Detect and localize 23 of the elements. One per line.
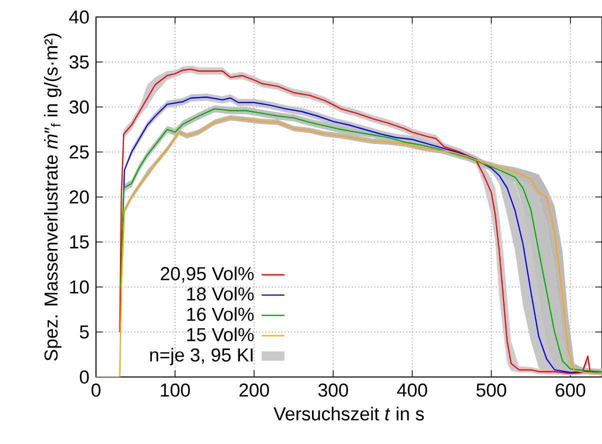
legend-label: 20,95 Vol% — [160, 266, 254, 282]
legend-label: 16 Vol% — [187, 307, 254, 321]
annotation: n=je 3, 95 KI — [150, 348, 253, 366]
y-tick-label: 10 — [70, 280, 89, 294]
y-tick-label: 5 — [80, 325, 89, 339]
y-tick-label: 15 — [70, 235, 89, 249]
x-tick-label: 600 — [556, 383, 586, 397]
y-axis-title: Spez. Massenverlustrate ṁ″$_{f}$ in g/(s·m²) — [44, 34, 62, 361]
legend-label: 15 Vol% — [187, 328, 254, 342]
x-axis-title: Versuchszeit t in s — [274, 406, 424, 420]
y-tick-label: 25 — [70, 145, 89, 159]
y-tick-label: 20 — [70, 190, 89, 204]
y-tick-label: 30 — [69, 100, 89, 114]
x-tick-label: 200 — [239, 383, 269, 397]
legend-label: 18 Vol% — [187, 286, 254, 301]
y-tick-label: 35 — [69, 55, 89, 69]
x-tick-label: 100 — [160, 383, 190, 397]
y-tick-label: 0 — [80, 370, 89, 384]
y-tick-label: 40 — [69, 10, 89, 24]
x-tick-label: 0 — [92, 383, 100, 397]
x-tick-label: 300 — [318, 383, 348, 397]
x-tick-label: 400 — [397, 383, 428, 397]
x-tick-label: 500 — [476, 383, 506, 397]
